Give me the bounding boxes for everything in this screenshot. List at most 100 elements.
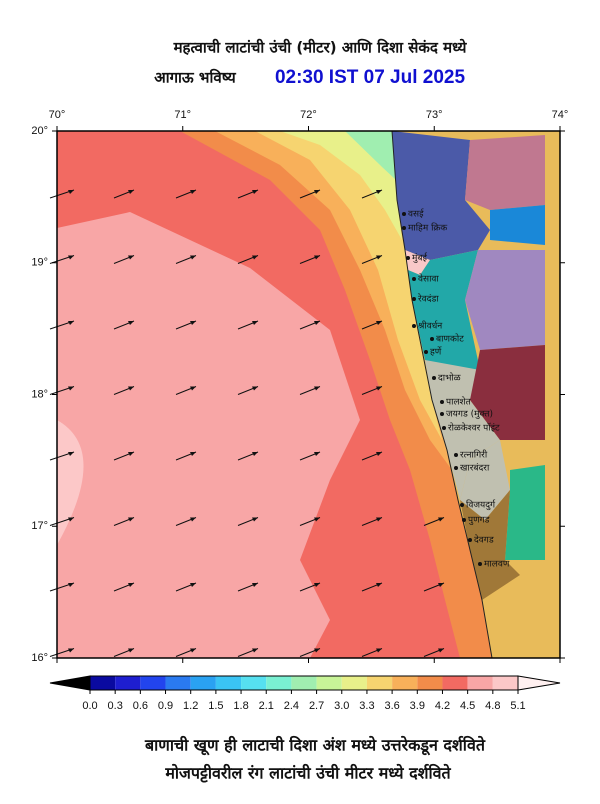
colorbar-label: 4.2 xyxy=(435,700,450,712)
arrow-head xyxy=(68,255,74,260)
place-label: श्रीवर्धन xyxy=(418,320,443,332)
colorbar-segment xyxy=(442,676,468,690)
arrow-head xyxy=(376,190,382,194)
colorbar-segment xyxy=(366,676,393,690)
colorbar-segment xyxy=(417,676,443,690)
place-dot xyxy=(424,350,428,354)
arrow-head xyxy=(128,648,134,653)
arrow-head xyxy=(128,321,134,325)
place-dot xyxy=(454,466,458,470)
arrow-head xyxy=(314,321,320,325)
arrow-head xyxy=(128,190,134,194)
arrow-head xyxy=(68,386,74,391)
place-label: मुंबई xyxy=(412,252,428,264)
arrow-head xyxy=(190,648,196,653)
lon-label: 73° xyxy=(426,109,443,121)
arrow-head xyxy=(376,517,382,522)
arrow-head xyxy=(128,255,134,260)
colorbar-label: 5.1 xyxy=(510,700,525,712)
place-dot xyxy=(440,400,444,404)
colorbar-segment xyxy=(291,676,317,690)
arrow-head xyxy=(438,648,444,653)
lat-label: 16° xyxy=(31,652,48,664)
arrow-head xyxy=(190,517,196,522)
lon-label: 74° xyxy=(552,109,569,121)
place-label: माहिम क्रिक xyxy=(408,222,448,234)
place-label: रेवदंडा xyxy=(418,293,440,305)
colorbar-segment xyxy=(316,676,342,690)
place-labels: वसई माहिम क्रिक मुंबई वेसावा रेवदंडा श्रीवर्ध… xyxy=(402,208,510,570)
arrow-head xyxy=(252,452,258,456)
place-label: दाभोळ xyxy=(438,372,461,384)
colorbar-label: 3.0 xyxy=(334,700,349,712)
colorbar-label: 1.5 xyxy=(208,700,223,712)
arrow-head xyxy=(128,583,134,587)
arrow-head xyxy=(190,386,196,391)
colorbar-label: 0.0 xyxy=(82,700,97,712)
colorbar-over xyxy=(517,675,561,691)
place-dot xyxy=(440,412,444,416)
colorbar-label: 0.6 xyxy=(133,700,148,712)
lon-label: 71° xyxy=(174,109,191,121)
place-dot xyxy=(432,376,436,380)
colorbar-label: 2.1 xyxy=(259,700,274,712)
arrow-head xyxy=(252,255,258,260)
footer-note: बाणाची खूण ही लाटाची दिशा अंश मध्ये उत्त… xyxy=(144,736,486,756)
place-label: मालवण xyxy=(484,560,510,570)
arrow-head xyxy=(438,517,444,522)
arrow-head xyxy=(314,583,320,587)
place-dot xyxy=(402,226,406,230)
arrow-head xyxy=(376,583,382,587)
arrow-head xyxy=(190,190,196,194)
arrow-head xyxy=(252,583,258,587)
colorbar-label: 4.8 xyxy=(485,700,500,712)
arrow-head xyxy=(190,583,196,587)
place-label: वसई xyxy=(408,208,425,220)
arrow-head xyxy=(68,583,74,587)
lat-label: 18° xyxy=(31,388,48,400)
arrow-head xyxy=(190,255,196,260)
colorbar-segment xyxy=(215,676,242,690)
place-dot xyxy=(412,324,416,328)
colorbar-label: 3.9 xyxy=(410,700,425,712)
arrow-head xyxy=(68,190,74,194)
colorbar-segment xyxy=(115,676,141,690)
place-label: रोळकेश्वर पॉइंट xyxy=(448,422,500,434)
colorbar-segment xyxy=(492,676,518,690)
arrow-head xyxy=(128,517,134,522)
place-dot xyxy=(430,337,434,341)
arrow-head xyxy=(68,648,74,653)
lat-label: 20° xyxy=(31,125,48,137)
colorbar-under xyxy=(49,675,91,691)
place-dot xyxy=(478,562,482,566)
footer-note: मोजपट्टीवरील रंग लाटांची उंची मीटर मध्ये… xyxy=(164,764,451,784)
arrow-head xyxy=(438,583,444,587)
colorbar-segment xyxy=(165,676,191,690)
place-label: पालशेत xyxy=(446,396,472,408)
place-label: रत्नागिरी xyxy=(460,449,488,461)
colorbar-segment xyxy=(241,676,267,690)
arrow-head xyxy=(252,190,258,194)
arrow-head xyxy=(68,517,74,522)
arrow-head xyxy=(314,386,320,391)
colorbar-segment xyxy=(392,676,418,690)
place-dot xyxy=(442,426,446,430)
arrow-head xyxy=(314,452,320,456)
place-dot xyxy=(468,538,472,542)
place-dot xyxy=(460,503,464,507)
place-dot xyxy=(454,453,458,457)
arrow-head xyxy=(190,321,196,325)
colorbar-label: 3.3 xyxy=(359,700,374,712)
arrow-head xyxy=(252,321,258,325)
lat-label: 17° xyxy=(31,520,48,532)
arrow-head xyxy=(252,386,258,391)
place-dot xyxy=(402,212,406,216)
arrow-head xyxy=(376,321,382,325)
arrow-head xyxy=(314,517,320,522)
arrow-head xyxy=(376,648,382,653)
colorbar-segment xyxy=(190,676,216,690)
place-dot xyxy=(462,518,466,522)
arrow-head xyxy=(190,452,196,456)
wave-field xyxy=(57,131,560,658)
